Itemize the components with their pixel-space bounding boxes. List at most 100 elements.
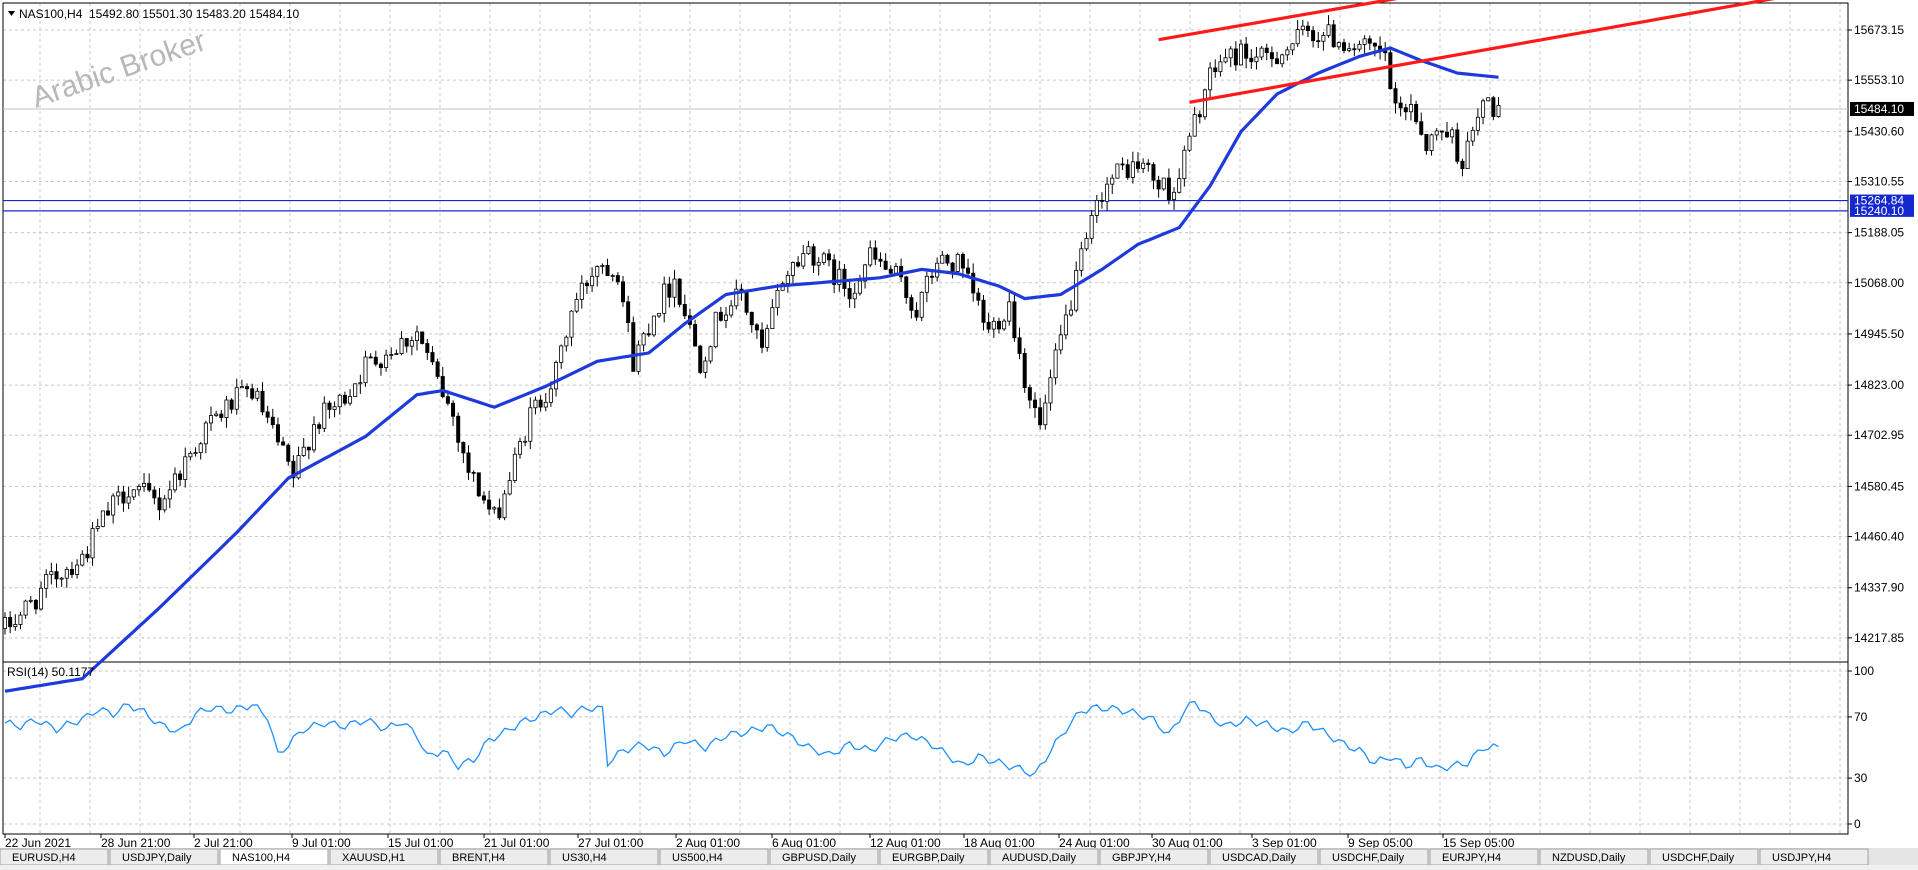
chart-tab-label[interactable]: EURUSD,H4 [12, 852, 76, 864]
time-tick-label: 22 Jun 2021 [5, 836, 71, 850]
candle-bull [255, 390, 260, 399]
candle-bull [734, 288, 739, 307]
chart-tab-label[interactable]: NAS100,H4 [232, 852, 290, 864]
candle-bear [440, 376, 445, 398]
chart-tab-label[interactable]: USDCAD,Daily [1222, 852, 1296, 864]
channel-line[interactable] [1189, 0, 1849, 104]
candle-bull [1007, 301, 1012, 322]
candle-bull [414, 331, 419, 341]
horizontal-levels[interactable] [3, 108, 1848, 212]
candle-bear [106, 510, 111, 516]
candle-bull [770, 307, 775, 330]
candle-bear [621, 281, 626, 303]
dropdown-triangle-icon[interactable] [8, 11, 15, 16]
candle-bull [208, 415, 213, 424]
rsi-layer [4, 700, 1499, 777]
channel-lines[interactable] [1158, 0, 1849, 104]
candle-bull [492, 507, 497, 510]
candle-bull [595, 266, 600, 277]
candle-bear [981, 299, 986, 323]
candle-bull [821, 253, 826, 263]
candle-bear [1213, 67, 1218, 73]
candle-bear [1120, 163, 1125, 166]
candle-bear [1012, 301, 1017, 339]
candle-bull [857, 280, 862, 294]
candle-bear [456, 415, 461, 443]
candle-bull [3, 617, 8, 629]
time-tick-label: 18 Aug 01:00 [964, 836, 1035, 850]
chart-tab-label[interactable]: US500,H4 [672, 852, 723, 864]
candle-bear [1275, 58, 1280, 65]
header-bar: NAS100,H4 15492.80 15501.30 15483.20 154… [8, 7, 300, 21]
candle-bull [353, 383, 358, 397]
candle-bear [33, 599, 38, 610]
candle-bear [461, 441, 466, 454]
time-tick-label: 6 Aug 01:00 [772, 836, 836, 850]
candle-bull [75, 564, 80, 575]
chart-tab-label[interactable]: EURGBP,Daily [892, 852, 965, 864]
chart-tab-label[interactable]: BRENT,H4 [452, 852, 505, 864]
candle-bear [538, 399, 543, 408]
chart-tab-label[interactable]: GBPUSD,Daily [782, 852, 856, 864]
candle-bull [224, 399, 229, 418]
candle-bear [260, 390, 265, 413]
candle-bull [924, 275, 929, 293]
candle-bull [641, 333, 646, 346]
candle-bear [1342, 42, 1347, 51]
chart-tab-label[interactable]: NZDUSD,Daily [1552, 852, 1626, 864]
rsi-plot-frame [2, 661, 1849, 835]
chart-tab-label[interactable]: USDJPY,Daily [122, 852, 192, 864]
current-price-label: 15484.10 [1854, 102, 1904, 116]
time-axis: 22 Jun 2021 28 Jun 21:00 2 Jul 21:00 9 Jul … [4, 834, 1515, 850]
candle-bull [1239, 43, 1244, 66]
candle-bear [950, 262, 955, 272]
candle-bull [1481, 100, 1486, 118]
candle-bear [693, 324, 698, 347]
chart-tab-label[interactable]: USDJPY,H4 [1772, 852, 1831, 864]
chart-tab-label[interactable]: USDCHF,Daily [1332, 852, 1405, 864]
chart-tab-label[interactable]: XAUUSD,H1 [342, 852, 405, 864]
candle-bull [1336, 42, 1341, 48]
candle-bull [574, 299, 579, 312]
candle-bull [384, 354, 389, 369]
candle-bear [286, 444, 291, 462]
candle-bull [59, 577, 64, 580]
candle-bear [445, 396, 450, 404]
chart-tab-label[interactable]: GBPJPY,H4 [1112, 852, 1171, 864]
candle-bull [1177, 178, 1182, 193]
time-tick-label: 3 Sep 01:00 [1252, 836, 1317, 850]
candle-bear [466, 452, 471, 473]
candle-bull [1285, 49, 1290, 56]
candle-bull [724, 314, 729, 321]
chart-tab-label[interactable]: US30,H4 [562, 852, 607, 864]
candle-bull [775, 289, 780, 309]
candle-bull [523, 440, 528, 443]
candle-bear [1233, 48, 1238, 66]
candle-bear [1393, 88, 1398, 104]
chart-tab-bar[interactable]: EURUSD,H4 USDJPY,Daily NAS100,H4 XAUUSD,H1 B… [0, 848, 1869, 866]
candle-bull [816, 262, 821, 266]
candle-bull [183, 456, 188, 480]
candle-bull [18, 614, 23, 625]
candle-bear [281, 441, 286, 446]
chart-tab-label[interactable]: USDCHF,Daily [1662, 852, 1735, 864]
candle-bull [1202, 89, 1207, 118]
channel-line[interactable] [1158, 0, 1473, 42]
candle-bear [178, 473, 183, 480]
candle-bear [1264, 47, 1269, 54]
candle-bull [636, 344, 641, 372]
candle-bear [245, 386, 250, 390]
chart-tab-label[interactable]: AUDUSD,Daily [1002, 852, 1076, 864]
chart-tab-label[interactable]: EURJPY,H4 [1442, 852, 1501, 864]
candle-bear [275, 424, 280, 443]
candle-bear [945, 254, 950, 264]
candle-bull [389, 354, 394, 356]
candle-bear [121, 491, 126, 504]
candle-bull [559, 345, 564, 363]
candle-bull [548, 388, 553, 403]
candle-bull [868, 247, 873, 266]
candle-bear [605, 265, 610, 277]
candle-bull [348, 396, 353, 404]
